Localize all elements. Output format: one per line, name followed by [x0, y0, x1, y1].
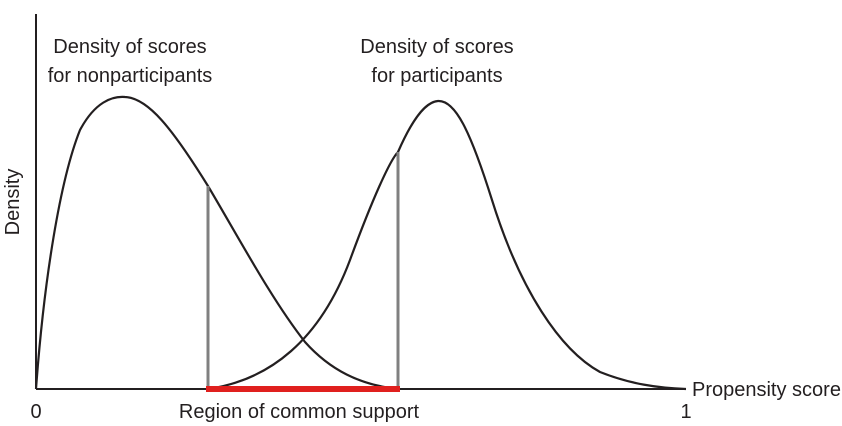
participants-density-curve	[207, 99, 687, 391]
x-tick-end: 1	[680, 401, 691, 423]
participants-label-line2: for participants	[371, 65, 502, 87]
nonparticipants-density-curve	[34, 95, 399, 391]
nonparticipants-label-line2: for nonparticipants	[48, 65, 213, 87]
participants-label-line1: Density of scores	[360, 36, 513, 58]
y-axis-label: Density	[2, 169, 24, 236]
common-support-label: Region of common support	[179, 401, 420, 423]
x-tick-start: 0	[30, 401, 41, 423]
x-axis-label: Propensity score	[692, 379, 841, 401]
nonparticipants-label-line1: Density of scores	[53, 36, 206, 58]
